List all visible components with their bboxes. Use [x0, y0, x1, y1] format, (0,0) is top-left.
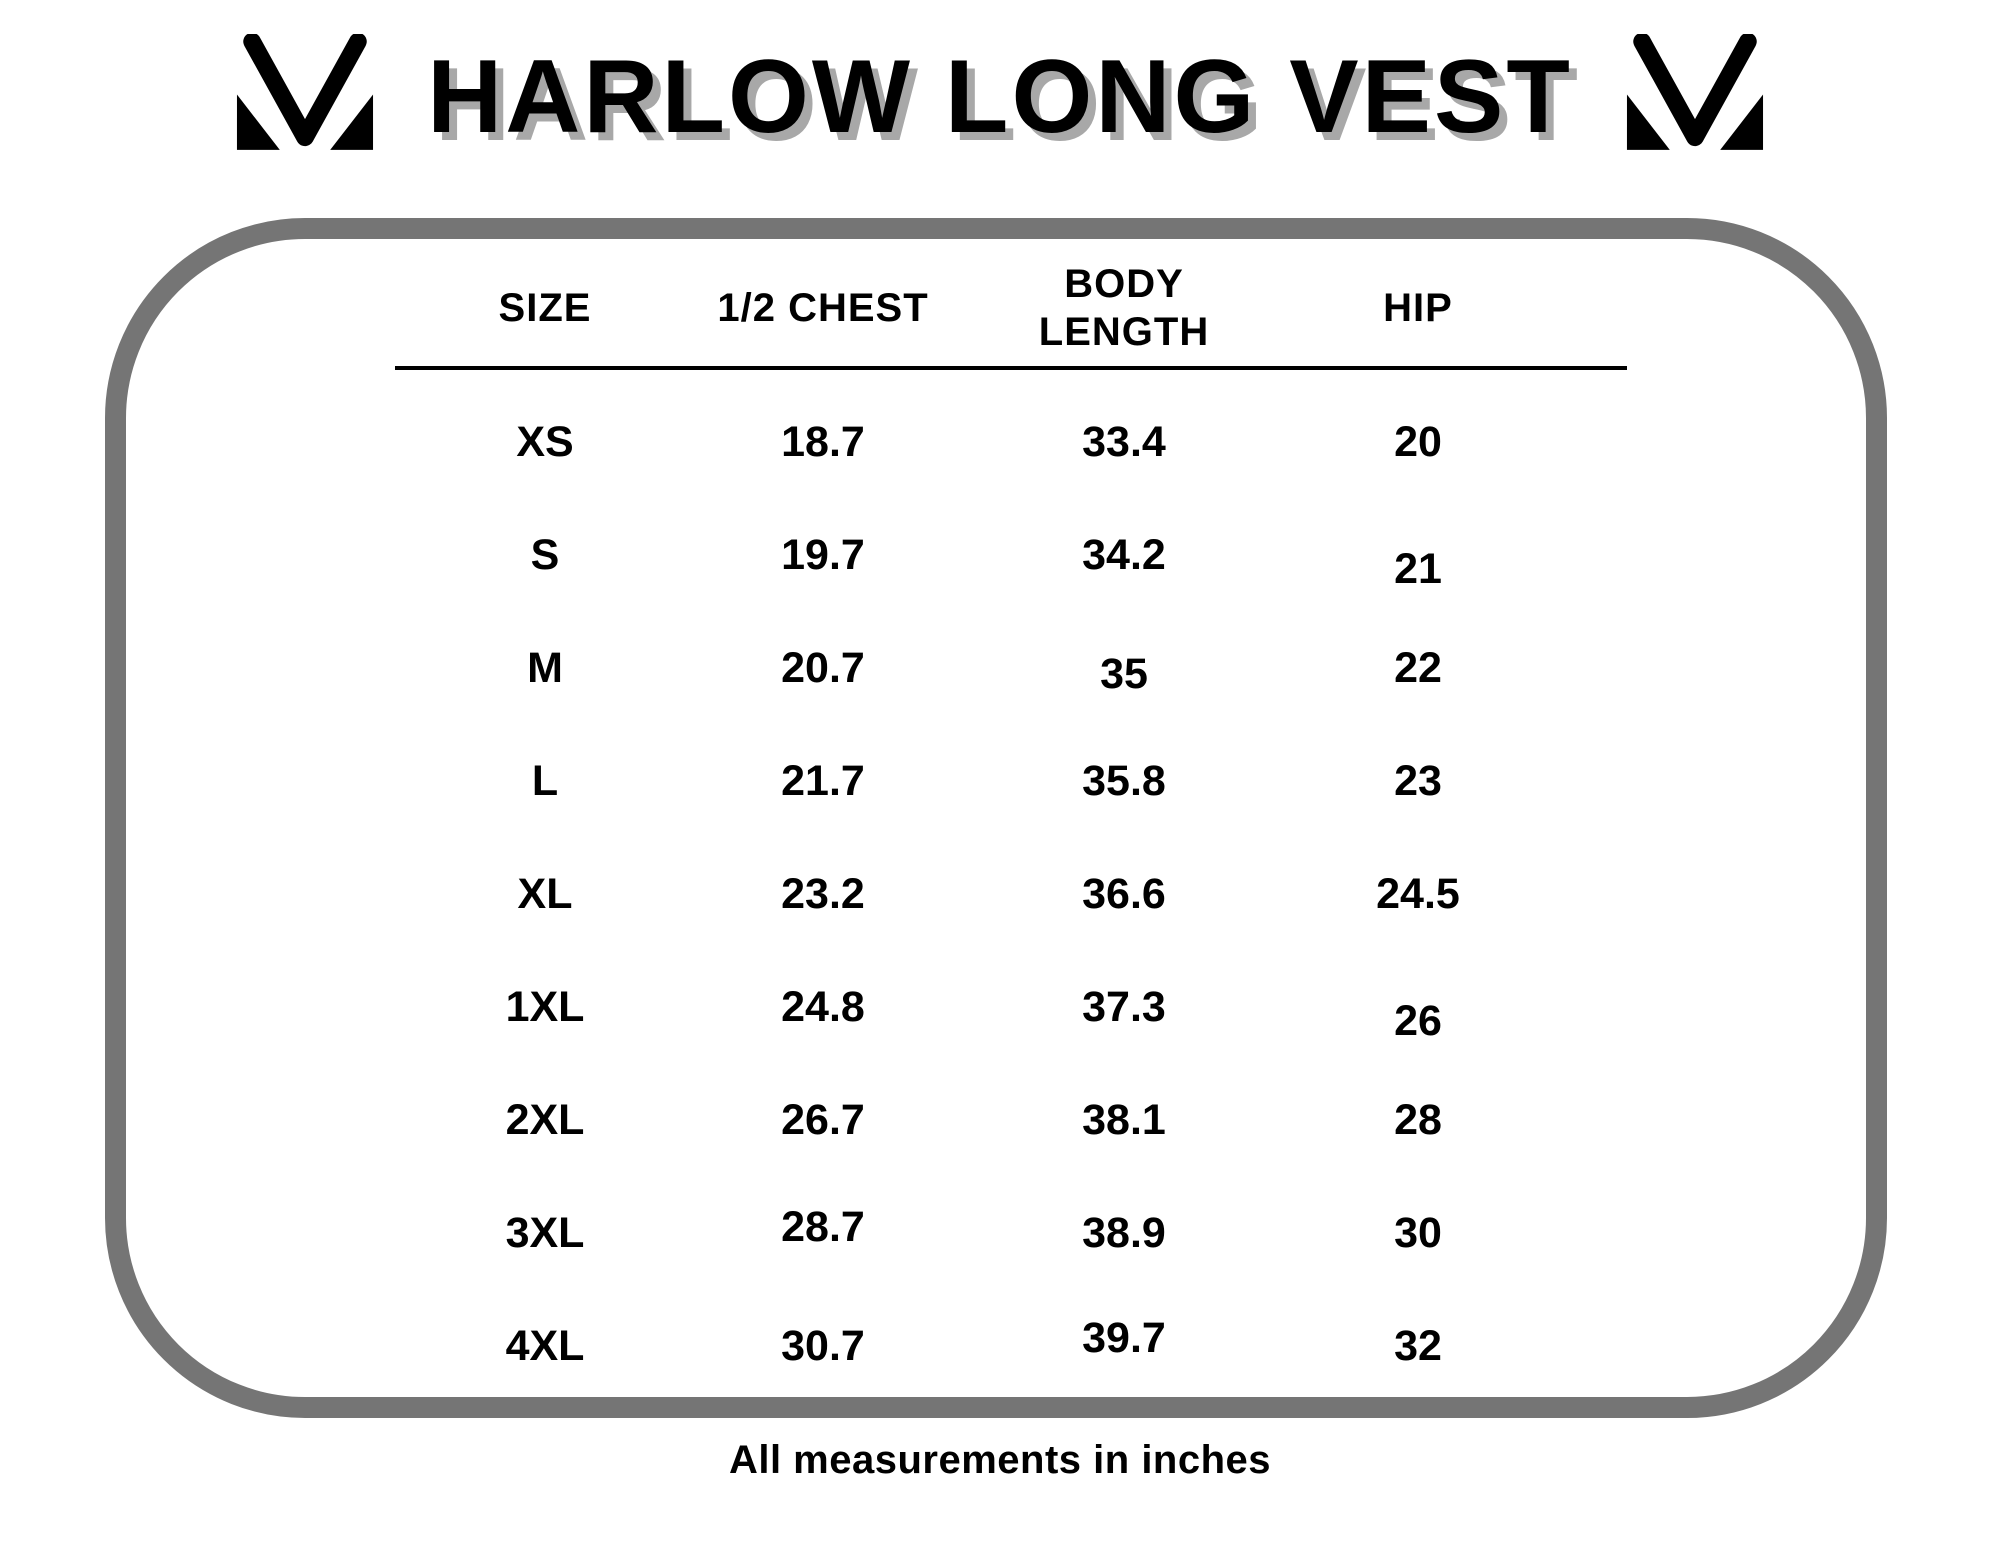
header-hip-label: HIP — [1383, 285, 1453, 330]
page-title: HARLOW LONG VEST — [427, 38, 1573, 155]
title-row: HARLOW LONG VEST — [0, 22, 2000, 172]
header-size: SIZE — [395, 286, 695, 331]
measurement-value: 37.3 — [1082, 983, 1166, 1031]
header-half-chest: 1/2 CHEST — [695, 286, 951, 331]
header-half-chest-label: 1/2 CHEST — [717, 285, 929, 330]
size-chart-frame — [105, 218, 1887, 1418]
table-row: 2XL 26.7 38.1 28 — [395, 1064, 1539, 1177]
table-header: SIZE 1/2 CHEST BODY LENGTH HIP — [395, 252, 1539, 364]
size-label: M — [527, 644, 563, 692]
measurement-value: 38.9 — [1082, 1209, 1166, 1257]
measurement-value: 33.4 — [1082, 418, 1166, 466]
table-row: L 21.7 35.8 23 — [395, 725, 1539, 838]
size-label: 2XL — [505, 1096, 585, 1144]
measurement-value: 24.8 — [781, 983, 865, 1031]
header-size-label: SIZE — [498, 285, 592, 330]
measurement-value: 35 — [1100, 650, 1148, 698]
table-row: M 20.7 35 22 — [395, 612, 1539, 725]
measurement-value: 20.7 — [781, 644, 865, 692]
measurement-value: 28.7 — [781, 1203, 865, 1251]
measurement-value: 26 — [1394, 997, 1442, 1045]
size-label: XL — [517, 870, 573, 918]
measurement-value: 34.2 — [1082, 531, 1166, 579]
measurement-value: 39.7 — [1082, 1314, 1166, 1362]
measurement-value: 36.6 — [1082, 870, 1166, 918]
measurement-value: 28 — [1394, 1096, 1442, 1144]
measurement-value: 20 — [1394, 418, 1442, 466]
brand-m-icon — [237, 34, 374, 150]
footer-note: All measurements in inches — [728, 1438, 1272, 1482]
measurement-value: 32 — [1394, 1322, 1442, 1370]
size-label: 1XL — [505, 983, 585, 1031]
size-label: XS — [516, 418, 574, 466]
size-label: 4XL — [505, 1322, 585, 1370]
measurement-value: 26.7 — [781, 1096, 865, 1144]
measurement-value: 24.5 — [1376, 870, 1460, 918]
table-row: 4XL 30.7 39.7 32 — [395, 1290, 1539, 1403]
header-body-length-label: BODY LENGTH — [1038, 262, 1210, 354]
measurement-value: 23.2 — [781, 870, 865, 918]
measurement-value: 19.7 — [781, 531, 865, 579]
measurement-value: 35.8 — [1082, 757, 1166, 805]
size-label: S — [530, 531, 560, 579]
measurement-value: 30.7 — [781, 1322, 865, 1370]
table-row: S 19.7 34.2 21 — [395, 499, 1539, 612]
size-label: L — [531, 757, 559, 805]
header-underline — [395, 366, 1627, 370]
measurement-value: 22 — [1394, 644, 1442, 692]
table-row: XL 23.2 36.6 24.5 — [395, 838, 1539, 951]
measurement-value: 23 — [1394, 757, 1442, 805]
measurement-value: 21 — [1394, 545, 1442, 593]
measurement-value: 30 — [1394, 1209, 1442, 1257]
table-row: 1XL 24.8 37.3 26 — [395, 951, 1539, 1064]
measurement-value: 21.7 — [781, 757, 865, 805]
size-label: 3XL — [505, 1209, 585, 1257]
header-hip: HIP — [1297, 286, 1539, 331]
table-row: XS 18.7 33.4 20 — [395, 386, 1539, 499]
table-row: 3XL 28.7 38.9 30 — [395, 1177, 1539, 1290]
measurement-value: 18.7 — [781, 418, 865, 466]
size-table-body: XS 18.7 33.4 20 S 19.7 34.2 21 M 20.7 35 22 L 21.7 35.… — [395, 372, 1539, 1403]
header-body-length: BODY LENGTH — [951, 260, 1297, 356]
brand-m-icon — [1626, 34, 1763, 150]
measurement-value: 38.1 — [1082, 1096, 1166, 1144]
